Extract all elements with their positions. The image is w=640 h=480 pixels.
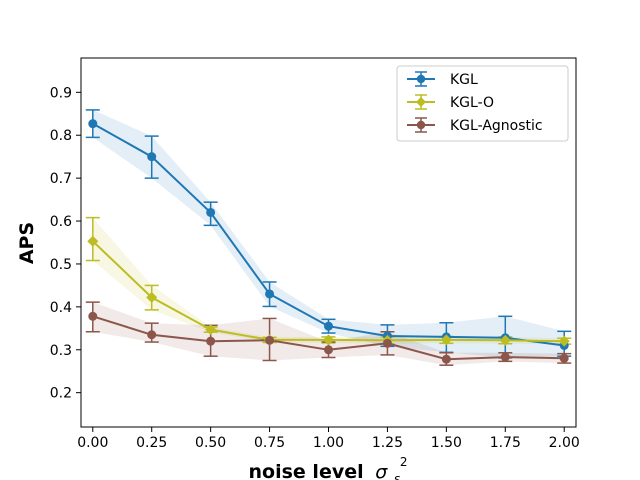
kgl-agnostic-point xyxy=(441,354,451,364)
legend-kgl-agnostic-label: KGL-Agnostic xyxy=(450,118,543,134)
y-tick-label: 0.3 xyxy=(50,343,72,359)
x-axis-title-superscript: 2 xyxy=(400,455,408,469)
kgl-agnostic-point xyxy=(559,353,569,363)
kgl-point xyxy=(88,119,98,129)
x-tick-label: 0.00 xyxy=(77,435,108,451)
x-axis-title-text: noise level xyxy=(249,461,364,480)
legend-items: KGL KGL-O KGL-Agnostic xyxy=(407,71,543,134)
y-tick-label: 0.4 xyxy=(50,300,72,316)
kgl-o-point xyxy=(558,335,570,347)
y-tick-label: 0.2 xyxy=(50,386,72,402)
kgl-agnostic-point xyxy=(88,311,98,321)
x-tick-label: 0.25 xyxy=(136,435,167,451)
x-tick-label: 1.00 xyxy=(313,435,344,451)
kgl-point xyxy=(206,207,216,217)
kgl-o-point xyxy=(146,291,158,303)
legend-kgl-agnostic-marker xyxy=(416,120,426,130)
kgl-o-point xyxy=(499,334,511,346)
kgl-point xyxy=(147,152,157,162)
y-tick-label: 0.7 xyxy=(50,171,72,187)
x-axis-title-symbol: σ xyxy=(375,461,388,480)
legend-kgl-o-label: KGL-O xyxy=(450,95,494,111)
x-tick-label: 0.50 xyxy=(195,435,226,451)
kgl-agnostic-point xyxy=(206,336,216,346)
y-tick-label: 0.5 xyxy=(50,257,72,273)
x-tick-label: 1.25 xyxy=(372,435,403,451)
kgl-agnostic-point xyxy=(265,335,275,345)
kgl-agnostic-point xyxy=(324,345,333,355)
kgl-o-point xyxy=(323,334,334,346)
y-tick-label: 0.6 xyxy=(50,214,72,230)
legend-frame xyxy=(396,65,569,142)
kgl-o-point xyxy=(440,334,452,346)
series-markers xyxy=(87,119,570,364)
legend: KGL KGL-O KGL-Agnostic xyxy=(396,65,569,142)
y-axis-title: APS xyxy=(16,222,38,264)
legend-kgl-o-marker xyxy=(416,97,426,107)
x-tick-label: 0.75 xyxy=(254,435,285,451)
kgl-point xyxy=(324,321,333,331)
x-tick-label: 2.00 xyxy=(549,435,580,451)
kgl-o-point xyxy=(205,324,217,336)
error-bars xyxy=(85,109,572,366)
y-tick-label: 0.8 xyxy=(50,128,72,144)
x-axis-title-subscript: s xyxy=(394,472,400,480)
y-axis: 0.2 0.3 0.4 0.5 0.6 0.7 0.8 0.9 xyxy=(50,85,81,402)
kgl-band xyxy=(92,109,565,358)
legend-kgl-marker xyxy=(416,74,426,84)
x-tick-label: 1.75 xyxy=(490,435,521,451)
x-axis-title: noise level σ s 2 xyxy=(249,455,408,480)
y-tick-label: 0.9 xyxy=(50,85,72,101)
kgl-agnostic-point xyxy=(147,330,157,340)
kgl-agnostic-point xyxy=(500,352,510,362)
kgl-o-point xyxy=(87,235,99,247)
kgl-point xyxy=(265,289,275,299)
kgl-agnostic-point xyxy=(382,338,392,348)
legend-kgl-label: KGL xyxy=(450,72,478,88)
x-tick-label: 1.50 xyxy=(431,435,462,451)
x-axis: 0.00 0.25 0.50 0.75 1.00 1.25 1.50 1.75 2.00 xyxy=(77,427,580,451)
